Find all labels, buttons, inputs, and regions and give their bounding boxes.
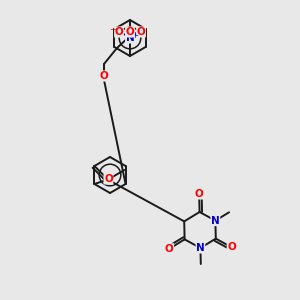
Text: O: O [165, 244, 174, 254]
Text: N: N [211, 216, 220, 226]
Text: O: O [227, 242, 236, 252]
Text: O: O [126, 27, 134, 37]
Text: N: N [126, 33, 134, 43]
Text: −: − [110, 26, 116, 34]
Text: O: O [100, 71, 108, 81]
Text: O: O [115, 27, 123, 37]
Text: O: O [195, 189, 203, 199]
Text: O: O [104, 174, 113, 184]
Text: +: + [132, 32, 138, 40]
Text: N: N [196, 243, 205, 253]
Text: O: O [136, 27, 146, 37]
